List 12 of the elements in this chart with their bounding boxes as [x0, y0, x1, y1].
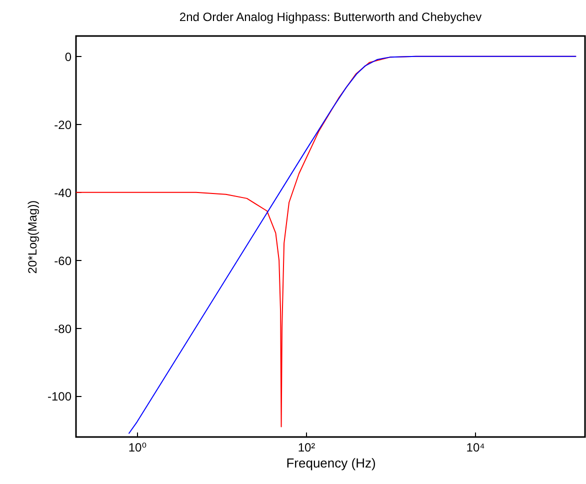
y-tick-label: -80 — [54, 322, 72, 336]
x-tick-label: 10⁴ — [466, 440, 485, 454]
y-tick-label: -100 — [47, 390, 72, 404]
y-tick-label: 0 — [64, 50, 72, 64]
x-tick-label: 10² — [298, 440, 316, 454]
chart-title: 2nd Order Analog Highpass: Butterworth and Chebychev — [179, 10, 482, 24]
x-tick-label: 10⁰ — [128, 440, 147, 454]
y-axis-title: 20*Log(Mag)) — [25, 200, 40, 274]
y-tick-label: -60 — [54, 254, 72, 268]
x-axis-title: Frequency (Hz) — [286, 456, 376, 470]
y-tick-label: -40 — [54, 186, 72, 200]
y-tick-label: -20 — [54, 118, 72, 132]
